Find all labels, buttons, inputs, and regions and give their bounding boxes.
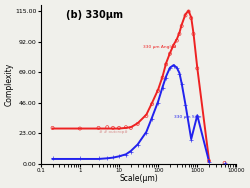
Point xyxy=(192,33,196,36)
Text: # # outcrop#: # # outcrop# xyxy=(100,130,128,134)
Point xyxy=(78,127,82,130)
Point xyxy=(184,104,188,107)
Point xyxy=(150,117,154,120)
Point xyxy=(178,72,182,75)
Text: 330 μm Side: 330 μm Side xyxy=(174,115,201,119)
Point xyxy=(129,150,133,153)
X-axis label: Scale(μm): Scale(μm) xyxy=(119,174,158,183)
Y-axis label: Complexity: Complexity xyxy=(5,63,14,106)
Point xyxy=(160,87,164,90)
Point xyxy=(50,157,54,160)
Point xyxy=(96,126,100,129)
Point xyxy=(129,126,133,129)
Point xyxy=(172,64,176,67)
Point xyxy=(164,63,168,66)
Point xyxy=(207,159,211,162)
Point xyxy=(175,67,179,70)
Point xyxy=(150,103,154,106)
Point xyxy=(136,122,140,125)
Point xyxy=(180,83,184,86)
Point xyxy=(160,76,164,79)
Point xyxy=(172,44,176,47)
Point xyxy=(105,126,109,129)
Point xyxy=(180,24,184,27)
Point xyxy=(124,126,128,129)
Point xyxy=(117,155,121,158)
Point xyxy=(189,138,193,141)
Point xyxy=(111,155,115,158)
Text: (b) 330μm: (b) 330μm xyxy=(66,10,123,20)
Point xyxy=(50,126,54,129)
Point xyxy=(189,17,193,20)
Point xyxy=(111,126,115,129)
Point xyxy=(184,14,188,17)
Point xyxy=(156,101,160,104)
Point xyxy=(195,114,199,118)
Point xyxy=(168,67,172,70)
Point xyxy=(144,114,148,118)
Point xyxy=(168,52,172,55)
Point xyxy=(124,153,128,156)
Point xyxy=(164,76,168,79)
Point xyxy=(78,157,82,160)
Point xyxy=(144,132,148,135)
Point xyxy=(136,144,140,147)
Point xyxy=(207,161,211,164)
Point xyxy=(222,161,226,164)
Point xyxy=(105,156,109,159)
Point xyxy=(117,126,121,129)
Text: 330 μm Angled: 330 μm Angled xyxy=(142,45,176,49)
Point xyxy=(222,161,226,164)
Point xyxy=(178,33,182,36)
Point xyxy=(186,10,190,13)
Point xyxy=(96,156,100,159)
Point xyxy=(175,39,179,42)
Point xyxy=(195,67,199,70)
Point xyxy=(156,89,160,92)
